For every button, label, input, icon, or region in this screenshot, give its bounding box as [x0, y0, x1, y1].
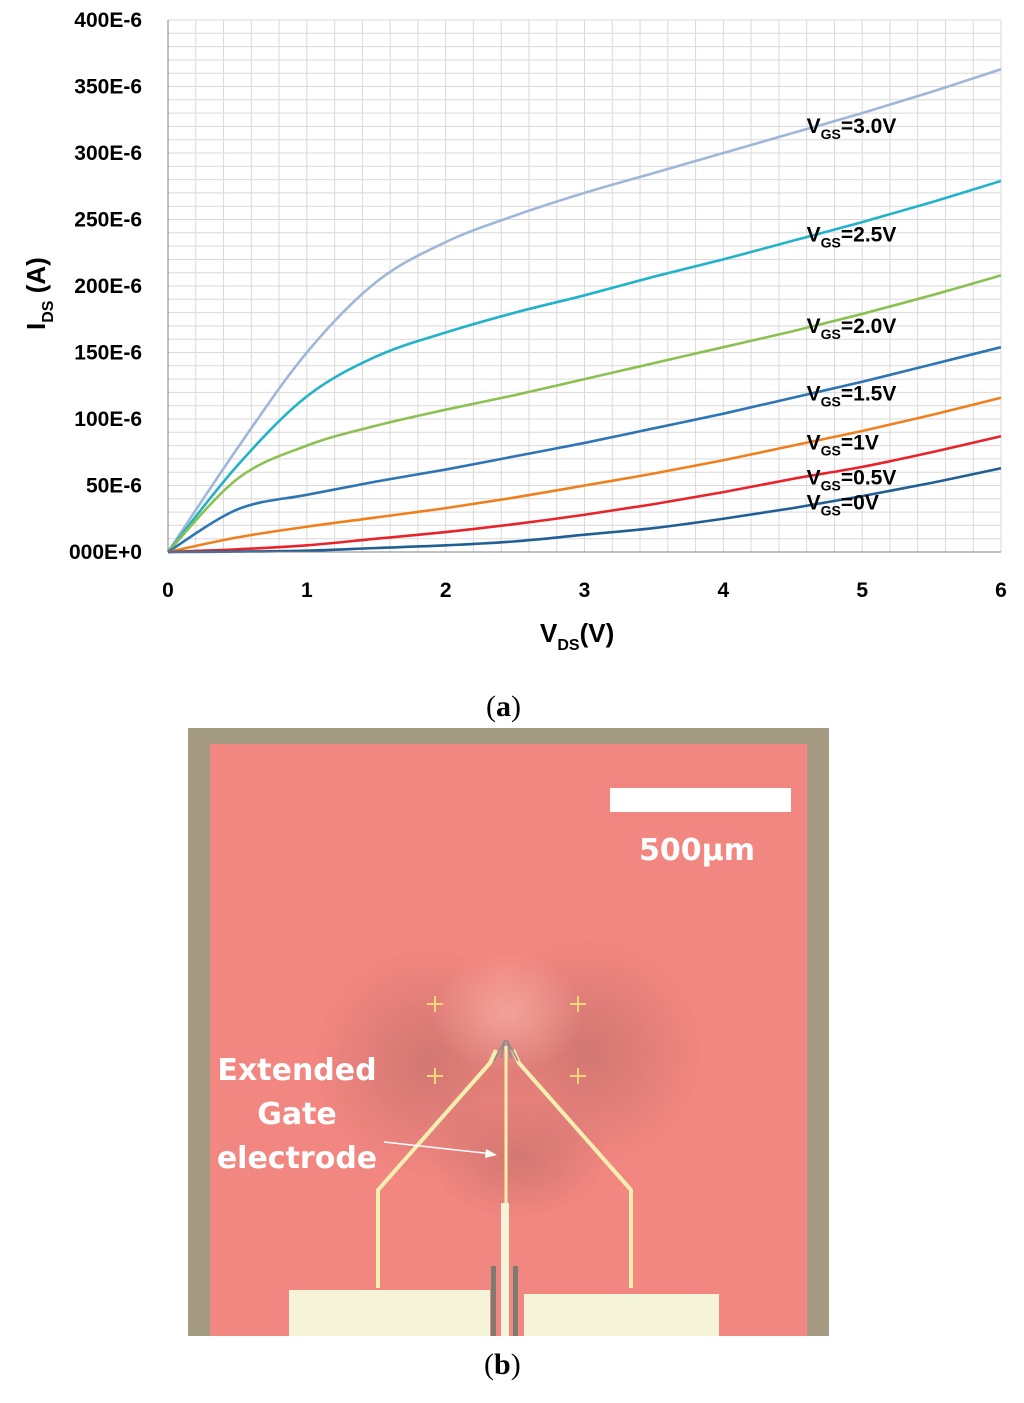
slot-right	[513, 1266, 518, 1336]
micrograph: 500µm Extended Gate electrode	[188, 728, 829, 1336]
y-axis-label: IDS (A)	[21, 257, 57, 330]
x-tick-label: 0	[162, 579, 174, 602]
x-axis-label: VDS(V)	[540, 618, 614, 654]
series-lines	[166, 67, 1002, 554]
series-line	[167, 345, 1002, 554]
y-tick-labels: 000E+0 50E-6 100E-6 150E-6 200E-6 250E-6 300E-…	[69, 9, 142, 564]
x-tick-label: 2	[440, 579, 452, 602]
y-tick-label: 000E+0	[69, 541, 142, 564]
curve-label: VGS=1V	[807, 431, 879, 458]
series-line	[167, 396, 1002, 554]
curve-label: VGS=2.0V	[807, 315, 897, 342]
x-tick-label: 4	[717, 579, 729, 602]
scale-bar-label: 500µm	[639, 833, 755, 868]
slot-left	[491, 1266, 496, 1336]
annotation-line-2: Gate	[257, 1097, 337, 1132]
series-line	[167, 435, 1002, 554]
electrode-tip	[493, 1039, 519, 1062]
x-tick-labels: 0 1 2 3 4 5 6	[162, 579, 1007, 602]
curve-label: VGS=0.5V	[807, 466, 897, 493]
pad-left	[289, 1290, 490, 1336]
series-line	[167, 466, 1002, 554]
annotation-line-3: electrode	[217, 1141, 377, 1176]
pad-right	[524, 1294, 719, 1336]
curve-label: VGS=3.0V	[807, 115, 897, 142]
y-tick-label: 200E-6	[74, 275, 142, 298]
annotation-arrow	[383, 1141, 497, 1158]
curve-label: VGS=1.5V	[807, 383, 897, 410]
y-tick-label: 250E-6	[74, 209, 142, 232]
curve-label: VGS=2.5V	[807, 224, 897, 251]
x-tick-label: 5	[856, 579, 868, 602]
y-tick-label: 400E-6	[74, 9, 142, 32]
annotation-line-1: Extended	[217, 1053, 376, 1088]
panel-b-label: (b)	[484, 1348, 521, 1381]
x-tick-label: 6	[995, 579, 1007, 602]
gridlines	[167, 19, 1002, 553]
curve-label: VGS=0V	[807, 492, 879, 519]
series-line	[166, 67, 1002, 553]
shadow-lobe-center	[428, 1098, 608, 1218]
series-line	[166, 179, 1002, 553]
scale-bar	[610, 788, 791, 812]
curve-labels: VGS=3.0V VGS=2.5V VGS=2.0V VGS=1.5V VGS=1V VG…	[807, 115, 897, 519]
center-glow	[433, 953, 583, 1073]
iv-chart: 000E+0 50E-6 100E-6 150E-6 200E-6 250E-6 300E-…	[21, 9, 1007, 654]
alignment-marks	[427, 996, 586, 1084]
y-tick-label: 50E-6	[86, 475, 142, 498]
series-line	[167, 274, 1002, 553]
x-tick-label: 1	[301, 579, 313, 602]
y-tick-label: 300E-6	[74, 142, 142, 165]
gate-lead	[501, 1203, 509, 1336]
x-tick-label: 3	[579, 579, 591, 602]
y-tick-label: 100E-6	[74, 408, 142, 431]
y-tick-label: 350E-6	[74, 76, 142, 99]
panel-a-label: (a)	[486, 690, 521, 723]
y-tick-label: 150E-6	[74, 342, 142, 365]
axes	[167, 20, 1001, 553]
